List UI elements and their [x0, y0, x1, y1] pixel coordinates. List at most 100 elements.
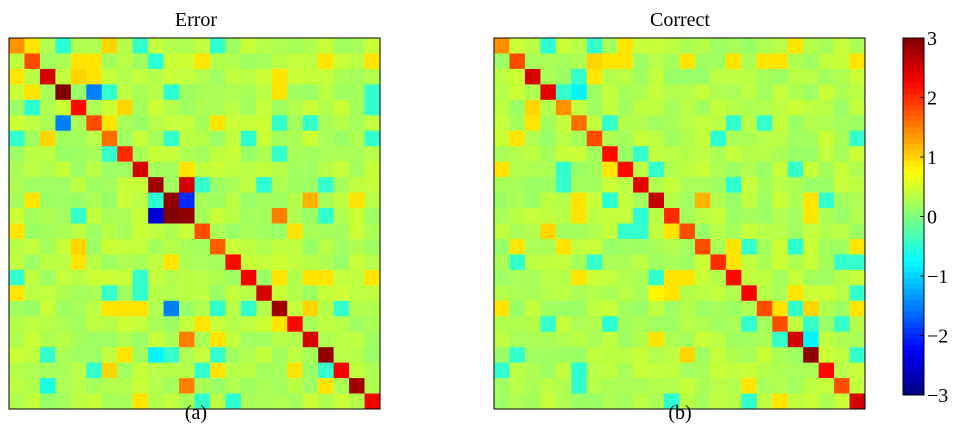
- heatmap-cell: [364, 300, 381, 317]
- heatmap-cell: [571, 53, 588, 70]
- heatmap-cell: [70, 331, 87, 348]
- heatmap-cell: [555, 177, 572, 193]
- heatmap-cell: [725, 238, 742, 255]
- heatmap-cell: [86, 177, 103, 193]
- heatmap-cell: [209, 146, 226, 162]
- colorbar-segment: [903, 389, 924, 396]
- heatmap-cell: [818, 238, 835, 255]
- heatmap-cell: [602, 331, 618, 348]
- heatmap-cell: [148, 316, 164, 333]
- heatmap-cell: [101, 146, 118, 162]
- heatmap-cell: [772, 130, 789, 147]
- heatmap-cell: [524, 68, 541, 85]
- heatmap-cell: [225, 192, 242, 209]
- heatmap-cell: [179, 115, 195, 132]
- colorbar-segment: [903, 65, 924, 72]
- heatmap-cell: [364, 130, 381, 147]
- heatmap-cell: [710, 115, 727, 132]
- heatmap-cell: [509, 208, 526, 224]
- heatmap-cell: [803, 192, 819, 209]
- heatmap-cell: [318, 378, 334, 394]
- heatmap-cell: [256, 130, 273, 147]
- heatmap-cell: [803, 316, 819, 333]
- heatmap-cell: [679, 84, 696, 101]
- heatmap-cell: [132, 254, 149, 271]
- colorbar-segment: [903, 82, 924, 89]
- heatmap-cell: [787, 192, 804, 209]
- heatmap-cell: [602, 99, 618, 116]
- heatmap-cell: [101, 192, 118, 209]
- heatmap-cell: [633, 68, 649, 85]
- heatmap-cell: [302, 347, 319, 363]
- heatmap-cell: [571, 192, 588, 209]
- colorbar-segment: [903, 138, 924, 145]
- heatmap-cell: [725, 99, 742, 116]
- heatmap-cell: [24, 378, 41, 394]
- heatmap-cell: [117, 238, 133, 255]
- heatmap-cell: [772, 347, 789, 363]
- heatmap-cell: [9, 331, 25, 348]
- heatmap-cell: [617, 378, 634, 394]
- heatmap-cell: [586, 254, 603, 271]
- heatmap-cell: [117, 68, 133, 85]
- heatmap-cell: [333, 192, 350, 209]
- heatmap-cell: [287, 347, 304, 363]
- heatmap-cell: [55, 115, 72, 132]
- heatmap-cell: [571, 38, 588, 54]
- heatmap-cell: [648, 285, 665, 302]
- heatmap-cell: [287, 269, 304, 286]
- heatmap-cell: [39, 177, 56, 193]
- heatmap-cell: [555, 38, 572, 54]
- heatmap-cell: [132, 378, 149, 394]
- heatmap-cell: [349, 161, 365, 178]
- heatmap-cell: [648, 362, 665, 379]
- heatmap-cell: [148, 378, 164, 394]
- heatmap-cell: [302, 38, 319, 54]
- heatmap-cell: [163, 68, 180, 85]
- colorbar-segment: [903, 311, 924, 318]
- heatmap-cell: [834, 269, 850, 286]
- heatmap-cell: [194, 223, 211, 240]
- colorbar-segment: [903, 116, 924, 123]
- heatmap-cell: [540, 223, 557, 240]
- heatmap-cell: [349, 238, 365, 255]
- heatmap-cell: [741, 331, 758, 348]
- heatmap-cell: [664, 316, 680, 333]
- heatmap-cell: [602, 393, 618, 410]
- heatmap-cell: [648, 130, 665, 147]
- heatmap-cell: [494, 99, 510, 116]
- heatmap-cell: [648, 99, 665, 116]
- heatmap-cell: [86, 146, 103, 162]
- colorbar-segment: [903, 93, 924, 100]
- heatmap-cell: [101, 38, 118, 54]
- heatmap-cell: [741, 362, 758, 379]
- heatmap-cell: [271, 269, 288, 286]
- heatmap-cell: [117, 177, 133, 193]
- heatmap-cell: [132, 38, 149, 54]
- heatmap-cell: [694, 84, 711, 101]
- heatmap-cell: [209, 378, 226, 394]
- heatmap-cell: [271, 254, 288, 271]
- heatmap-cell: [756, 254, 773, 271]
- heatmap-cell: [302, 300, 319, 317]
- heatmap-cell: [101, 331, 118, 348]
- heatmap-cell: [803, 161, 819, 178]
- heatmap-cell: [756, 393, 773, 410]
- heatmap-cell: [101, 223, 118, 240]
- heatmap-cell: [86, 84, 103, 101]
- heatmap-cell: [132, 238, 149, 255]
- heatmap-cell: [818, 99, 835, 116]
- heatmap-cell: [787, 208, 804, 224]
- heatmap-cell: [818, 38, 835, 54]
- heatmap-cell: [349, 300, 365, 317]
- colorbar-segment: [903, 361, 924, 368]
- heatmap-cell: [849, 208, 866, 224]
- heatmap-cell: [364, 208, 381, 224]
- heatmap-cell: [664, 38, 680, 54]
- heatmap-cell: [86, 38, 103, 54]
- heatmap-cell: [834, 393, 850, 410]
- heatmap-cell: [710, 347, 727, 363]
- colorbar-tick-label: 2: [927, 88, 937, 110]
- heatmap-frame: [493, 37, 866, 410]
- heatmap-cell: [349, 331, 365, 348]
